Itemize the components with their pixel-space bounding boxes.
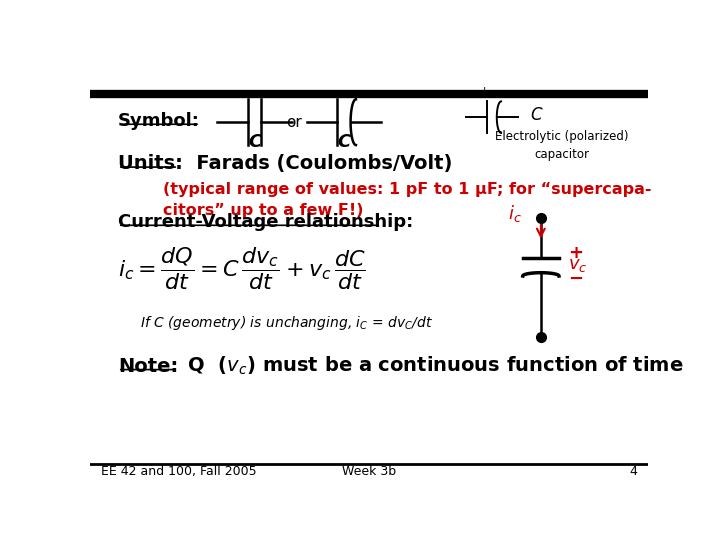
Text: EE 42 and 100, Fall 2005: EE 42 and 100, Fall 2005	[101, 465, 257, 478]
Text: −: −	[567, 269, 582, 287]
Text: If C (geometry) is unchanging, $i_C$ = d$v_C$/dt: If C (geometry) is unchanging, $i_C$ = d…	[140, 314, 433, 333]
Text: Units:  Farads (Coulombs/Volt): Units: Farads (Coulombs/Volt)	[118, 154, 452, 173]
Text: C: C	[337, 133, 351, 151]
Text: $i_c = \dfrac{dQ}{dt} = C\,\dfrac{dv_c}{dt} + v_c\,\dfrac{dC}{dt}$: $i_c = \dfrac{dQ}{dt} = C\,\dfrac{dv_c}{…	[118, 245, 366, 292]
Text: Current-Voltage relationship:: Current-Voltage relationship:	[118, 213, 413, 231]
Text: +: +	[567, 244, 582, 262]
Text: Q  ($v_c$) must be a continuous function of time: Q ($v_c$) must be a continuous function …	[181, 355, 683, 377]
Text: (typical range of values: 1 pF to 1 μF; for “supercapa-
citors” up to a few F!): (typical range of values: 1 pF to 1 μF; …	[163, 182, 651, 218]
Text: or: or	[286, 114, 302, 130]
Text: +: +	[480, 86, 489, 96]
Text: Electrolytic (polarized)
capacitor: Electrolytic (polarized) capacitor	[495, 130, 629, 161]
Text: 4: 4	[629, 465, 637, 478]
Text: C: C	[530, 106, 542, 124]
Text: Week 3b: Week 3b	[342, 465, 396, 478]
Text: Note:: Note:	[118, 357, 178, 376]
Text: $v_c$: $v_c$	[567, 256, 587, 274]
Text: Symbol:: Symbol:	[118, 112, 199, 130]
Text: C: C	[248, 133, 261, 151]
Text: $i_c$: $i_c$	[508, 203, 521, 224]
